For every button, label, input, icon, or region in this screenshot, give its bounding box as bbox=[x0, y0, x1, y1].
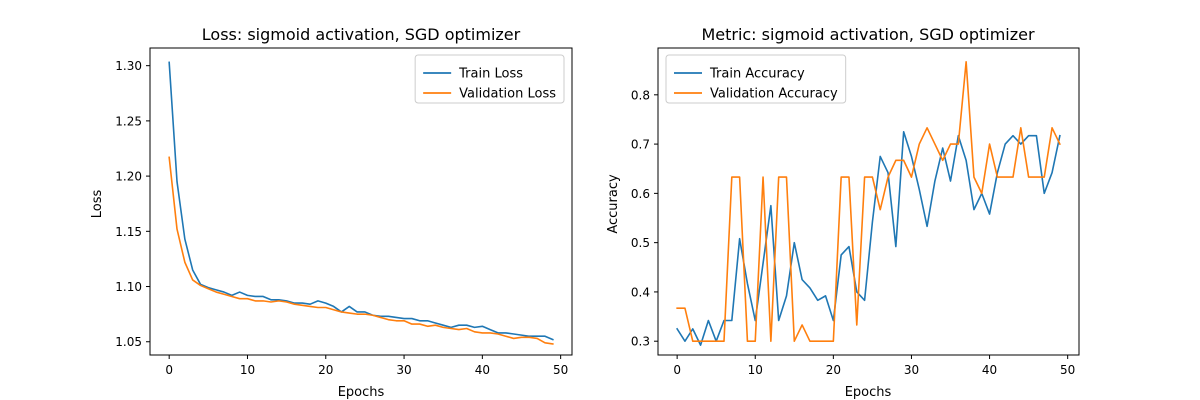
accuracy-y-tick-label: 0.3 bbox=[631, 335, 650, 349]
accuracy-legend-label-train-accuracy: Train Accuracy bbox=[709, 67, 805, 82]
accuracy-legend: Train Accuracy Validation Accuracy bbox=[665, 54, 847, 104]
accuracy-y-tick-label: 0.4 bbox=[631, 285, 650, 299]
loss-x-tick-label: 30 bbox=[396, 363, 411, 377]
accuracy-x-tick-label: 20 bbox=[826, 363, 841, 377]
loss-y-tick-label: 1.30 bbox=[115, 59, 142, 73]
accuracy-y-tick-label: 0.6 bbox=[631, 187, 650, 201]
loss-chart-title: Loss: sigmoid activation, SGD optimizer bbox=[202, 25, 521, 44]
loss-legend-label-validation-loss: Validation Loss bbox=[459, 87, 556, 102]
accuracy-chart: Metric: sigmoid activation, SGD optimize… bbox=[606, 25, 1080, 400]
accuracy-x-tick-label: 40 bbox=[982, 363, 997, 377]
accuracy-x-axis-label: Epochs bbox=[845, 385, 892, 400]
accuracy-y-axis-label: Accuracy bbox=[606, 174, 621, 234]
accuracy-y-tick-label: 0.5 bbox=[631, 236, 650, 250]
accuracy-line-train-accuracy bbox=[676, 130, 1061, 346]
loss-y-tick-label: 1.10 bbox=[115, 280, 142, 294]
loss-x-tick-label: 10 bbox=[240, 363, 255, 377]
accuracy-plot-area bbox=[676, 60, 1061, 346]
accuracy-x-tick-label: 30 bbox=[904, 363, 919, 377]
loss-legend-box bbox=[414, 54, 565, 104]
loss-x-axis-label: Epochs bbox=[338, 385, 385, 400]
accuracy-y-tick-label: 0.7 bbox=[631, 138, 650, 152]
loss-y-axis-label: Loss bbox=[90, 190, 105, 219]
loss-legend-label-train-loss: Train Loss bbox=[458, 67, 523, 82]
loss-plot-area bbox=[168, 61, 554, 345]
loss-x-tick-label: 40 bbox=[475, 363, 490, 377]
accuracy-legend-label-validation-accuracy: Validation Accuracy bbox=[710, 87, 838, 102]
loss-line-train-loss bbox=[168, 61, 554, 341]
loss-y-tick-label: 1.05 bbox=[115, 335, 142, 349]
loss-x-tick-label: 20 bbox=[318, 363, 333, 377]
loss-chart: Loss: sigmoid activation, SGD optimizer … bbox=[90, 25, 573, 400]
loss-x-tick-label: 0 bbox=[165, 363, 173, 377]
loss-line-validation-loss bbox=[168, 156, 554, 345]
accuracy-x-tick-label: 0 bbox=[673, 363, 681, 377]
loss-y-tick-label: 1.15 bbox=[115, 225, 142, 239]
accuracy-x-tick-label: 50 bbox=[1060, 363, 1075, 377]
accuracy-x-tick-label: 10 bbox=[748, 363, 763, 377]
loss-y-tick-label: 1.25 bbox=[115, 114, 142, 128]
accuracy-line-validation-accuracy bbox=[676, 60, 1061, 343]
accuracy-legend-box bbox=[665, 54, 847, 104]
loss-y-tick-label: 1.20 bbox=[115, 170, 142, 184]
accuracy-y-tick-label: 0.8 bbox=[631, 88, 650, 102]
accuracy-axes-frame bbox=[657, 47, 1080, 356]
loss-axes-frame bbox=[149, 47, 573, 356]
loss-legend: Train Loss Validation Loss bbox=[414, 54, 565, 104]
accuracy-chart-title: Metric: sigmoid activation, SGD optimize… bbox=[701, 25, 1035, 44]
loss-x-tick-label: 50 bbox=[553, 363, 568, 377]
